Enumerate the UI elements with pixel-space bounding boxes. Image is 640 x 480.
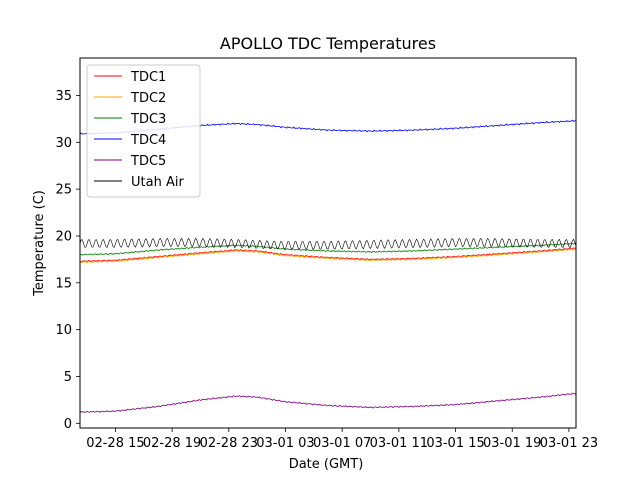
x-tick-label: 02-28 23 [200,436,258,451]
legend-label-tdc2: TDC2 [130,91,166,106]
series-line-tdc1 [79,247,577,263]
chart-title: APOLLO TDC Temperatures [220,34,436,53]
legend-label-tdc4: TDC4 [130,133,166,148]
x-tick-label: 03-01 23 [540,436,598,451]
series-line-tdc2 [79,248,577,264]
y-tick-label: 5 [64,370,72,385]
x-tick-label: 02-28 15 [86,436,144,451]
y-tick-label: 30 [55,136,72,151]
legend-label-tdc3: TDC3 [130,112,166,127]
legend-label-tdc1: TDC1 [130,70,166,85]
x-tick-label: 02-28 19 [143,436,201,451]
x-tick-label: 03-01 07 [313,436,371,451]
y-tick-label: 25 [55,183,72,198]
x-tick-label: 03-01 19 [483,436,541,451]
y-tick-label: 35 [55,89,72,104]
x-axis-label: Date (GMT) [289,457,364,472]
legend: TDC1 TDC2 TDC3 TDC4 TDC5 Utah Air [86,64,201,198]
x-tick-label: 03-01 03 [256,436,314,451]
legend-box [86,64,201,198]
y-tick-label: 0 [64,417,72,432]
y-tick-label: 15 [55,276,72,291]
series-line-tdc5 [79,392,577,414]
y-tick-label: 20 [55,229,72,244]
legend-label-utah-air: Utah Air [131,175,184,190]
series-line-tdc3 [79,242,577,256]
series-line-utah-air [79,237,577,250]
y-axis-label: Temperature (C) [32,190,47,297]
x-tick-label: 03-01 15 [426,436,484,451]
y-tick-label: 10 [55,323,72,338]
x-tick-label: 03-01 11 [370,436,428,451]
plot-frame [79,57,577,429]
legend-label-tdc5: TDC5 [130,154,166,169]
y-axis: 0 5 10 15 20 25 30 35 [55,89,80,432]
